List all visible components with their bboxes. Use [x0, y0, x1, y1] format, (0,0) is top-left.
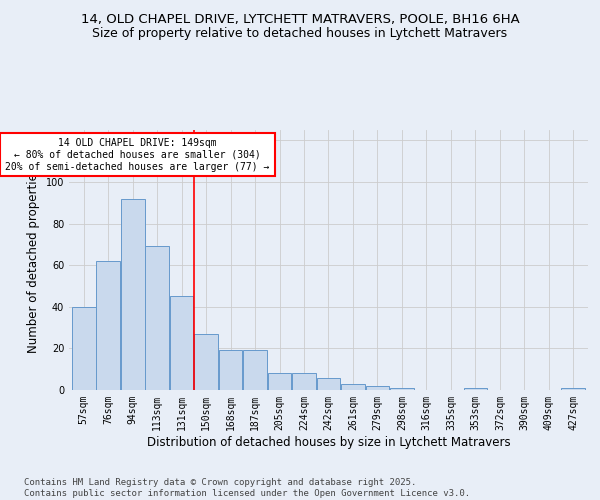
Bar: [292, 374, 316, 390]
Bar: [390, 388, 414, 390]
Text: 14 OLD CHAPEL DRIVE: 149sqm
← 80% of detached houses are smaller (304)
20% of se: 14 OLD CHAPEL DRIVE: 149sqm ← 80% of det…: [5, 138, 270, 172]
Bar: [317, 378, 340, 390]
Bar: [96, 261, 120, 390]
Bar: [145, 246, 169, 390]
Bar: [365, 386, 389, 390]
Bar: [243, 350, 267, 390]
Bar: [121, 198, 145, 390]
Bar: [268, 374, 292, 390]
Bar: [194, 334, 218, 390]
Bar: [464, 388, 487, 390]
Text: Size of property relative to detached houses in Lytchett Matravers: Size of property relative to detached ho…: [92, 28, 508, 40]
Bar: [170, 296, 193, 390]
Bar: [219, 350, 242, 390]
Y-axis label: Number of detached properties: Number of detached properties: [27, 167, 40, 353]
Bar: [72, 307, 95, 390]
Bar: [341, 384, 365, 390]
Bar: [562, 388, 585, 390]
Text: Contains HM Land Registry data © Crown copyright and database right 2025.
Contai: Contains HM Land Registry data © Crown c…: [24, 478, 470, 498]
Text: 14, OLD CHAPEL DRIVE, LYTCHETT MATRAVERS, POOLE, BH16 6HA: 14, OLD CHAPEL DRIVE, LYTCHETT MATRAVERS…: [80, 12, 520, 26]
X-axis label: Distribution of detached houses by size in Lytchett Matravers: Distribution of detached houses by size …: [146, 436, 511, 448]
